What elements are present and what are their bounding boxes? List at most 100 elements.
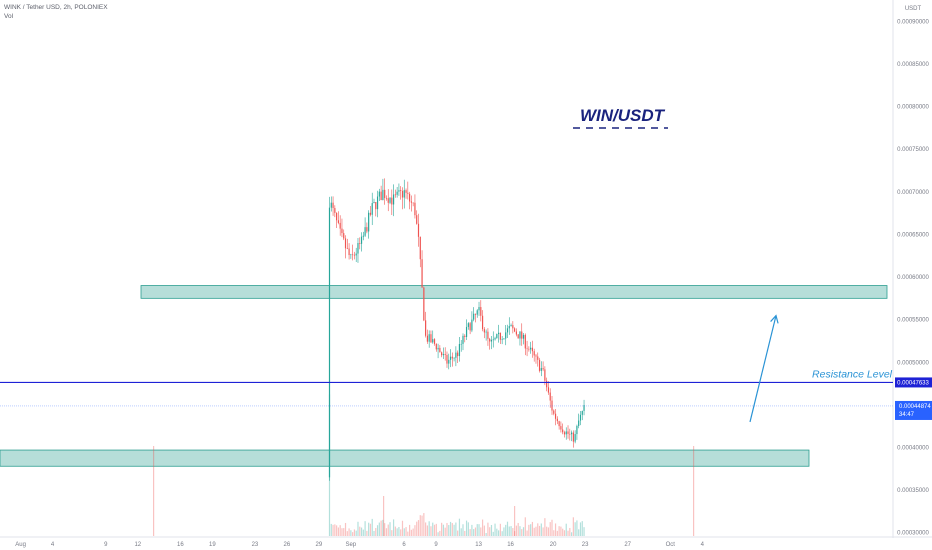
candle (446, 351, 448, 368)
forecast-arrow[interactable] (749, 314, 779, 423)
volume-bar (339, 525, 341, 536)
candle (473, 307, 475, 322)
volume-bar (362, 529, 364, 536)
volume-bar (583, 527, 585, 536)
volume-spike-2 (693, 446, 695, 536)
time-tick-9: Sep (345, 542, 356, 548)
candle (565, 427, 567, 440)
candle (521, 323, 523, 346)
volume-bar (542, 527, 544, 536)
candle (540, 361, 542, 377)
time-tick-11: 9 (434, 542, 438, 548)
candle-body (346, 248, 348, 249)
volume-bar (343, 528, 345, 536)
candle (562, 423, 564, 435)
candle (432, 330, 434, 344)
price-tick-0: 0.00090000 (897, 19, 929, 25)
candle (389, 197, 391, 205)
candle (405, 188, 407, 199)
volume-bar (501, 531, 503, 536)
volume-bar (410, 529, 412, 536)
candle (437, 343, 439, 359)
volume-bar (394, 526, 396, 536)
volume-label[interactable]: Vol (4, 13, 14, 20)
candle-body (570, 432, 573, 435)
candle-body (494, 338, 496, 340)
candle-body (490, 339, 493, 342)
price-scale[interactable]: 0.00090000 0.00085000 0.00080000 0.00075000… (897, 19, 929, 536)
volume-bar (485, 533, 487, 536)
candle-body (409, 193, 411, 202)
candle-body (371, 203, 373, 215)
candle-body (562, 429, 564, 433)
candle (409, 191, 411, 210)
candle-body (410, 201, 412, 203)
candle (469, 321, 471, 335)
candle (355, 247, 357, 263)
candle-body (483, 329, 485, 333)
candle-body (398, 190, 400, 192)
candle (490, 336, 493, 350)
candle-body (503, 338, 505, 340)
candle (499, 332, 501, 344)
candle (492, 331, 494, 348)
volume-bar (384, 523, 386, 536)
volume-bar (376, 525, 379, 536)
candle (471, 311, 473, 333)
candle (328, 196, 331, 481)
candle (551, 396, 553, 415)
volume-bar (558, 526, 560, 536)
volume-bar (540, 523, 542, 536)
candle (494, 336, 496, 341)
candle-body (512, 325, 514, 329)
candle-body (558, 421, 560, 427)
volume-bar (519, 526, 521, 536)
candle-body (426, 335, 428, 342)
price-tick-2: 0.00080000 (897, 105, 929, 111)
time-tick-3: 12 (134, 542, 141, 548)
candle-body (328, 207, 331, 478)
volume-bar (498, 530, 500, 536)
candle (343, 229, 345, 241)
candle (530, 341, 532, 354)
candle-body (565, 431, 567, 435)
candle (403, 179, 405, 209)
candle-body (337, 220, 339, 223)
volume-spike-3 (514, 506, 516, 536)
volume-bar (368, 522, 370, 536)
time-tick-12: 13 (475, 542, 482, 548)
volume-bar (444, 527, 446, 536)
candle-body (498, 332, 500, 335)
candle (503, 338, 505, 340)
candle (444, 347, 446, 361)
volume-bar (416, 521, 418, 536)
volume-bar (385, 528, 388, 536)
time-scale[interactable]: Aug 4 9 12 16 19 23 26 29 Sep 6 9 13 16 20 23 27 Oct 4 (15, 542, 704, 548)
candle-body (524, 334, 526, 349)
candle-body (385, 197, 388, 199)
candle (425, 311, 427, 338)
candle-body (382, 189, 384, 201)
candle (464, 334, 466, 343)
symbol-line[interactable]: WINK / Tether USD, 2h, POLONIEX (4, 4, 108, 11)
candle (583, 399, 585, 416)
candle (481, 310, 484, 332)
candle-body (359, 242, 361, 244)
volume-bar (346, 531, 348, 536)
volume-bar (355, 530, 357, 536)
candle (570, 430, 573, 442)
candle-body (376, 196, 379, 210)
candle (558, 420, 560, 430)
volume-bar (387, 524, 389, 536)
candle-body (485, 331, 487, 333)
candle-body (551, 400, 553, 411)
candle-body (563, 432, 566, 435)
candle (542, 361, 544, 372)
candle (554, 409, 557, 426)
candle-body (478, 307, 480, 311)
candle (487, 328, 489, 346)
candle (563, 430, 566, 438)
volume-bar (530, 524, 532, 536)
volume-bar (562, 528, 564, 536)
